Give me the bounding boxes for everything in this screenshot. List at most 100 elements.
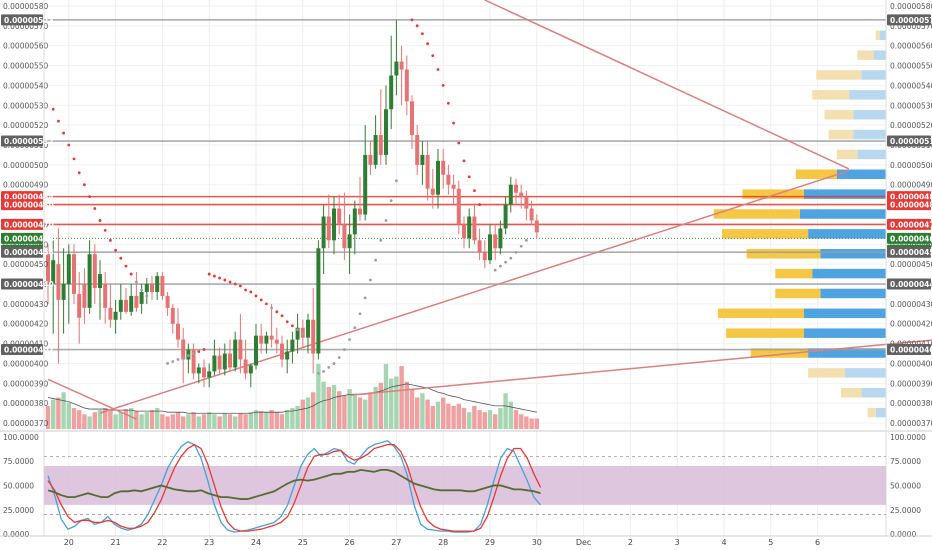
sar-dot — [129, 272, 133, 276]
candle-body — [87, 254, 92, 308]
sar-dot — [473, 189, 476, 193]
vp-up-bar — [799, 209, 886, 219]
osc-y-tick-right: 0.0000 — [890, 530, 916, 539]
candle-body — [462, 224, 466, 239]
oscillator-series-line — [47, 468, 541, 500]
volume-bar — [191, 412, 196, 429]
volume-bar — [274, 412, 279, 429]
y-tick-label-left: 0.00000580 — [3, 2, 49, 11]
sar-dot — [187, 354, 190, 357]
volume-bar — [175, 412, 181, 429]
volume-bar — [51, 399, 56, 429]
candle-body — [222, 353, 227, 370]
sar-dot — [384, 219, 388, 222]
volume-bar — [196, 416, 201, 429]
candle-body — [238, 339, 243, 360]
volume-bar — [201, 414, 207, 429]
vp-up-bar — [808, 229, 886, 239]
vp-down-bar — [775, 268, 813, 279]
candle-body — [82, 284, 87, 308]
price-tag-label: 0.00000456 — [4, 248, 54, 257]
y-tick-label-left: 0.00000500 — [3, 161, 49, 170]
osc-y-tick-right: 100.0000 — [890, 433, 926, 442]
y-tick-label-left: 0.00000540 — [3, 81, 49, 90]
sar-dot — [296, 328, 299, 332]
volume-bar — [61, 392, 66, 429]
volume-bars — [45, 363, 539, 429]
volume-bar — [420, 393, 425, 429]
oscillator: 100.0000 100.0000 75.0000 75.0000 50.0000 50.… — [3, 433, 926, 539]
price-tag-label: 0.00000480 — [4, 201, 54, 210]
candle-body — [51, 260, 56, 285]
sar-dot — [525, 238, 528, 242]
x-tick-label: 26 — [345, 538, 355, 547]
volume-bar — [160, 414, 165, 429]
price-tag-label: 0.00000407 — [4, 346, 54, 355]
volume-bar — [212, 414, 217, 429]
osc-y-tick-left: 0.0000 — [3, 530, 29, 539]
candle-body — [46, 254, 50, 285]
price-tag-box — [1, 199, 43, 211]
sar-dot — [51, 107, 55, 111]
sar-dot — [509, 256, 513, 260]
volume-bar — [399, 366, 404, 429]
volume-bar — [487, 410, 493, 429]
y-tick-label-right: 0.00000560 — [890, 42, 932, 51]
volume-bar — [342, 395, 347, 429]
sar-dot — [57, 119, 60, 123]
x-tick-label: 23 — [204, 538, 214, 547]
volume-bar — [529, 418, 534, 429]
candle-body — [280, 343, 284, 360]
volume-bar — [217, 416, 222, 429]
candle-body — [134, 295, 139, 308]
sar-dot — [462, 159, 466, 163]
osc-y-tick-left: 75.0000 — [3, 457, 34, 466]
sar-dot — [62, 131, 65, 135]
volume-bar — [451, 405, 456, 429]
candle-body — [139, 291, 144, 304]
candle-body — [274, 339, 279, 344]
sar-dot — [109, 238, 112, 242]
volume-bar — [363, 399, 368, 429]
candle-body — [118, 299, 123, 312]
sar-dot — [301, 332, 305, 336]
candle-body — [129, 295, 134, 312]
volume-bar — [238, 413, 243, 429]
y-tick-label-right: 0.00000380 — [890, 399, 932, 408]
y-tick-label-left: 0.00000450 — [3, 260, 49, 269]
y-tick-label-right: 0.00000400 — [890, 359, 932, 368]
vp-up-bar — [820, 288, 886, 299]
y-tick-label-left: 0.00000570 — [3, 22, 49, 31]
sar-dot — [369, 278, 372, 282]
sar-dot — [233, 282, 237, 286]
candle-body — [248, 365, 253, 374]
price-tag-label: 0.00000440 — [4, 280, 54, 289]
candle-body — [150, 284, 154, 292]
candle-body — [389, 75, 394, 110]
vp-down-bar — [722, 229, 809, 239]
candle-body — [446, 174, 451, 185]
candle-body — [264, 335, 269, 344]
vp-down-bar — [828, 129, 854, 140]
price-tag-label: 0.00000470 — [4, 220, 54, 229]
vp-up-bar — [873, 50, 886, 60]
candle-body — [404, 69, 409, 102]
x-tick-label: 6 — [815, 538, 820, 547]
candle-body — [514, 184, 518, 193]
volume-bar — [279, 414, 285, 429]
candle-body — [233, 339, 238, 368]
volume-bar — [108, 410, 113, 429]
sar-dot — [426, 42, 429, 46]
volume-bar — [378, 382, 383, 429]
candle-body — [441, 160, 446, 175]
candle-body — [207, 371, 212, 378]
volume-bar — [519, 414, 524, 429]
vp-up-bar — [836, 169, 886, 180]
volume-bar — [524, 416, 529, 429]
vp-down-bar — [808, 368, 845, 378]
trendline — [349, 339, 932, 396]
y-tick-label-right: 0.00000540 — [890, 81, 932, 90]
left-price-tags: 0.00000573 0.00000512 0.000004840.00000480… — [1, 14, 54, 356]
candle-body — [196, 367, 201, 374]
